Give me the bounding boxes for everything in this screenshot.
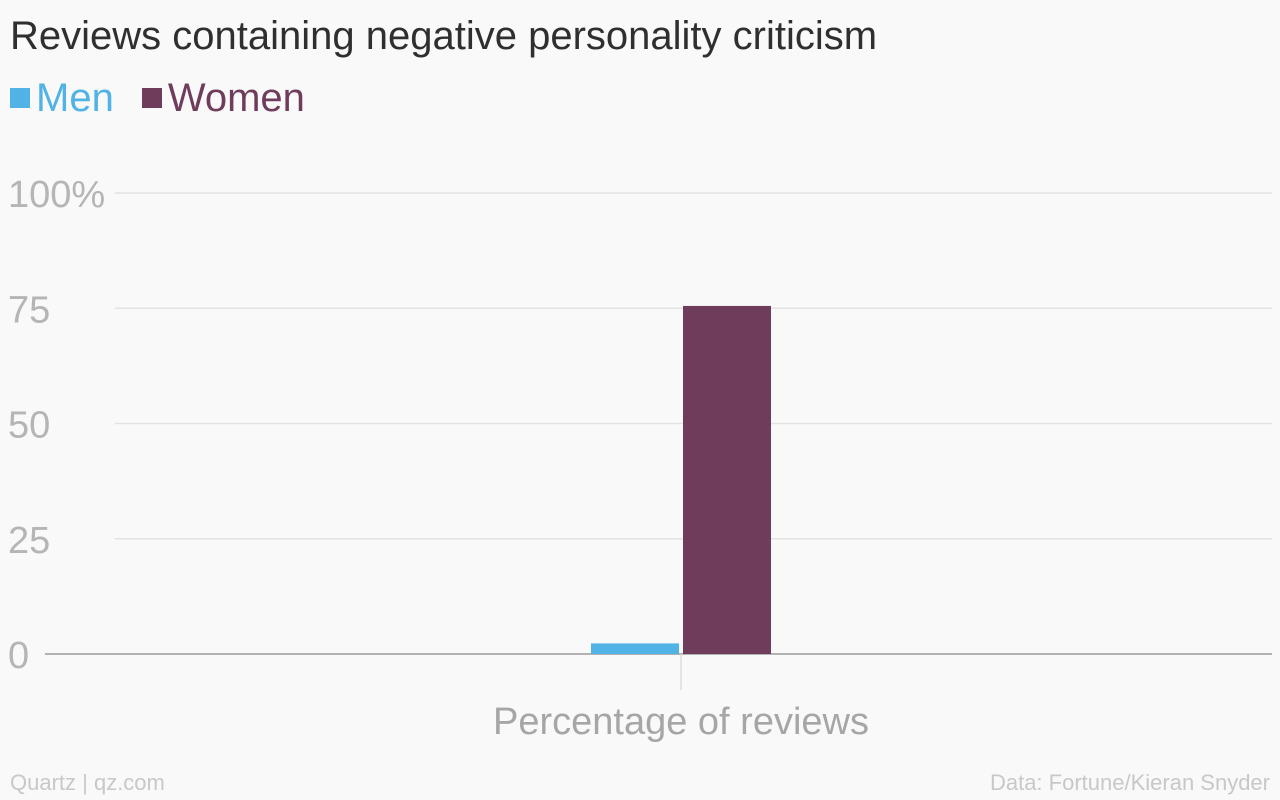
legend-label-women: Women bbox=[167, 76, 305, 120]
legend-item-women: Women bbox=[141, 74, 305, 122]
y-tick-label-50: 50 bbox=[8, 405, 50, 447]
bar-women bbox=[683, 305, 771, 654]
y-tick-label-75: 75 bbox=[8, 289, 50, 331]
legend-item-men: Men bbox=[10, 74, 114, 122]
source-credit: Quartz | qz.com bbox=[10, 770, 165, 795]
data-source: Data: Fortune/Kieran Snyder bbox=[989, 770, 1270, 795]
y-tick-label-25: 25 bbox=[8, 520, 50, 562]
legend-swatch-men bbox=[10, 88, 30, 108]
legend-swatch-women bbox=[141, 88, 162, 108]
x-axis-category-label: Percentage of reviews bbox=[493, 701, 869, 743]
y-tick-label-0: 0 bbox=[8, 635, 29, 677]
legend-label-men: Men bbox=[36, 76, 114, 120]
bar-men bbox=[591, 643, 679, 654]
y-tick-label-100: 100% bbox=[8, 174, 105, 216]
legend: Men Women bbox=[10, 74, 333, 122]
chart-title: Reviews containing negative personality … bbox=[10, 14, 878, 58]
